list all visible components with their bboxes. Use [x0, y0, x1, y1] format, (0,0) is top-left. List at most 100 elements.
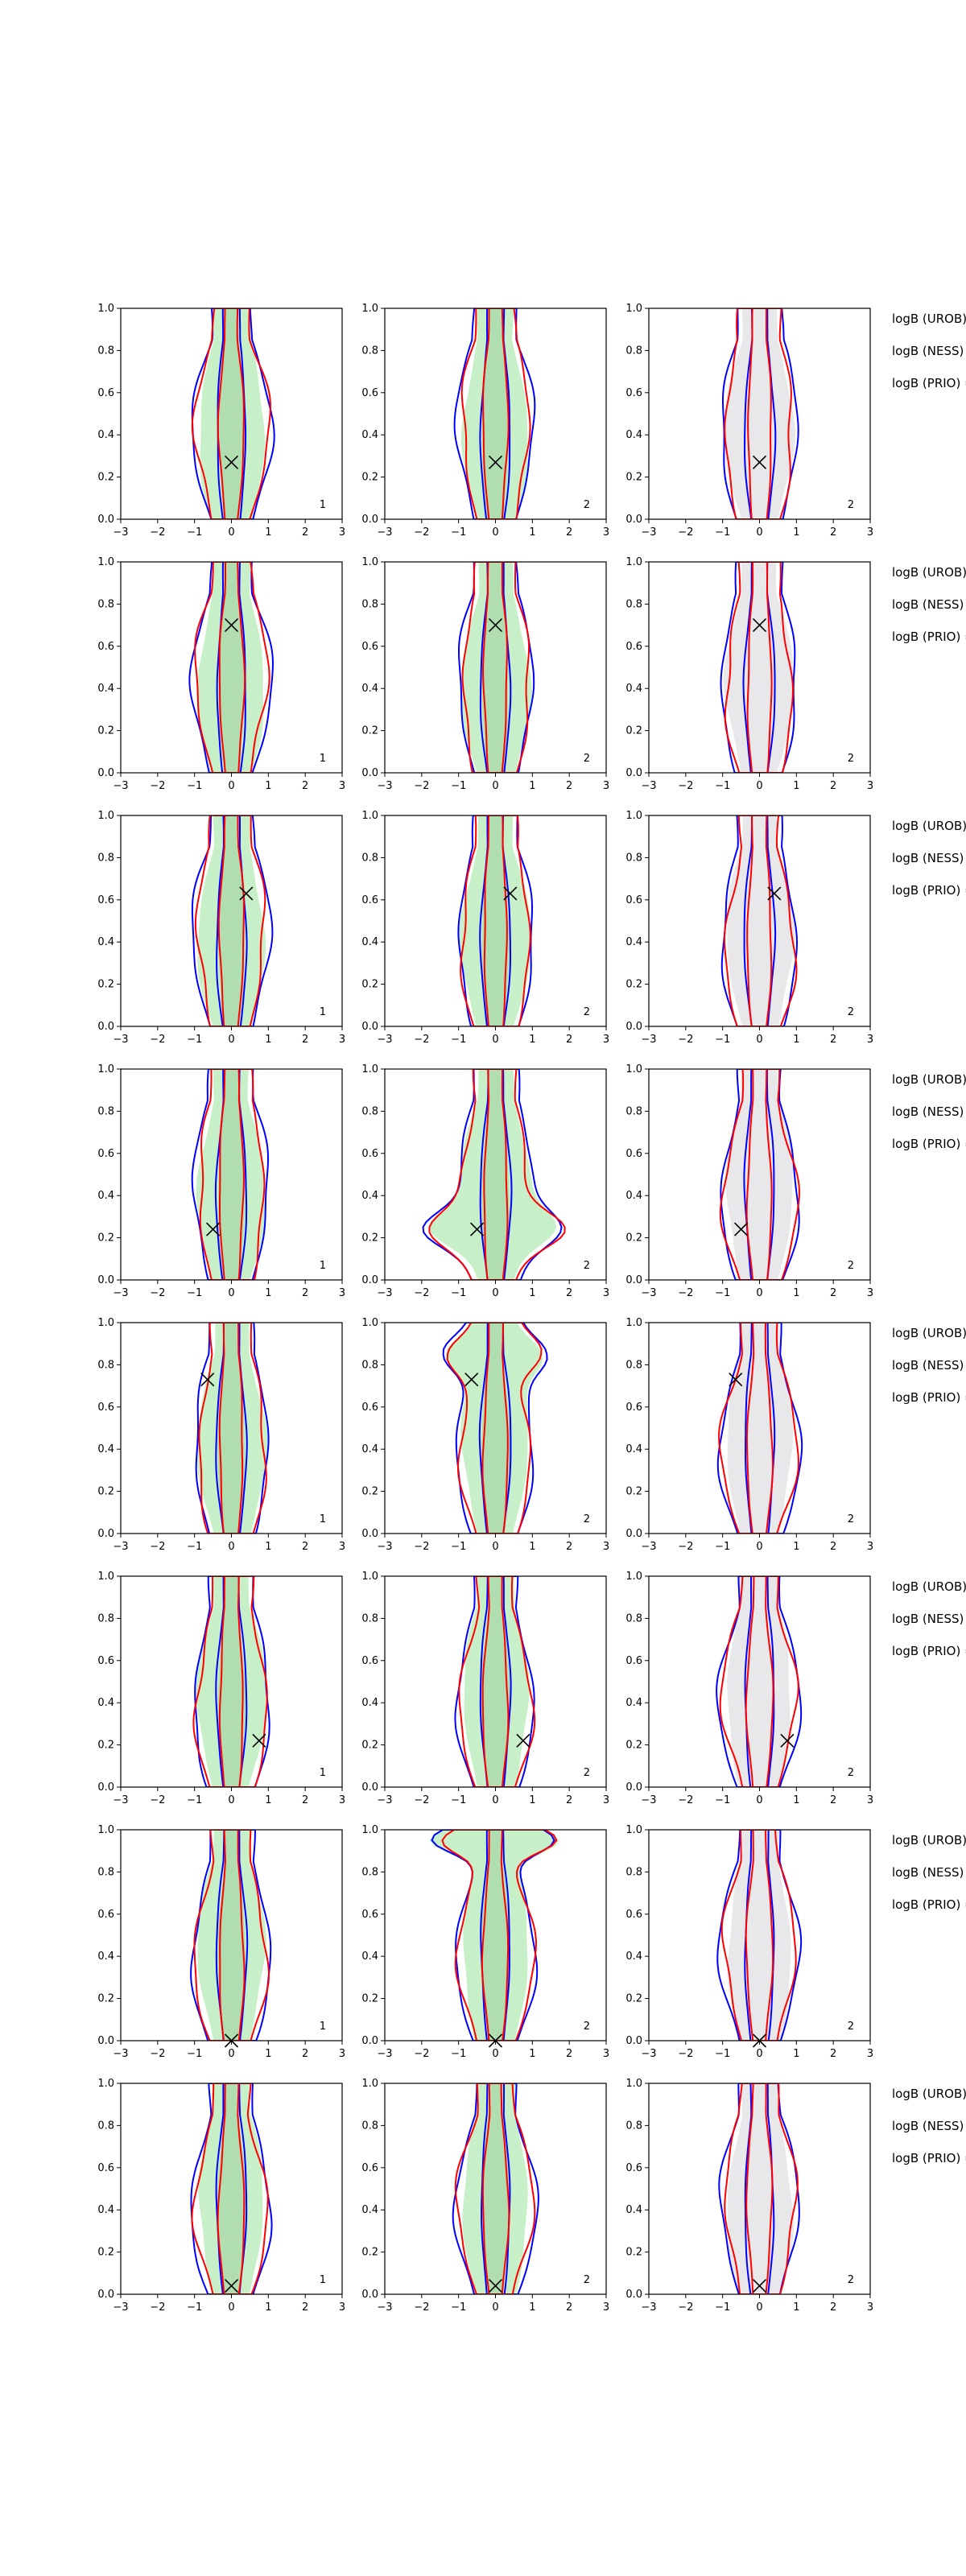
x-tick-label: 0 [756, 1541, 762, 1553]
panel-r1-c1: −3 −2 −1 0 1 2 3 0.0 0.2 0.4 0.6 0.8 1.0 1 [97, 303, 345, 539]
red-contour-outer [460, 308, 531, 519]
y-tick-label: 0.6 [625, 2162, 642, 2174]
red-contour-outer [454, 2083, 536, 2294]
y-tick-label: 1.0 [625, 556, 642, 568]
x-tick-label: 3 [603, 1034, 609, 1046]
x-tick-label: 3 [867, 1034, 873, 1046]
y-tick-label: 0.4 [625, 1951, 642, 1963]
panel-r1-c3: −3 −2 −1 0 1 2 3 0.0 0.2 0.4 0.6 0.8 1.0 2 [625, 303, 873, 539]
y-tick-label: 0.2 [361, 725, 378, 737]
y-tick-label: 0.2 [97, 1993, 114, 2005]
y-tick-label: 0.8 [97, 852, 114, 864]
x-tick-label: 2 [302, 1034, 308, 1046]
y-tick-label: 0.2 [625, 1232, 642, 1245]
truth-marker [752, 618, 767, 633]
y-tick-label: 0.0 [361, 1274, 378, 1286]
x-tick-label: −3 [641, 2301, 656, 2314]
y-tick-label: 0.0 [97, 767, 114, 779]
y-tick-label: 0.2 [361, 2247, 378, 2259]
y-tick-label: 0.4 [361, 1697, 378, 1709]
truth-marker [488, 455, 503, 469]
y-tick-label: 1.0 [97, 1571, 114, 1583]
truth-marker [206, 1222, 221, 1236]
contours [454, 1576, 536, 1787]
x-tick-label: −1 [187, 2048, 202, 2060]
x-tick-label: −3 [641, 1287, 656, 1299]
y-tick-label: 0.8 [97, 1105, 114, 1117]
panel-tag: 2 [848, 1767, 854, 1779]
contours [191, 1069, 270, 1280]
x-tick-label: 0 [756, 780, 762, 792]
panel-tag: 1 [320, 2274, 326, 2286]
x-tick-label: −2 [150, 2301, 165, 2314]
logB-label: logB (UROB) = [892, 2087, 966, 2101]
x-tick-label: 1 [529, 2048, 535, 2060]
y-tick-label: 0.2 [97, 1486, 114, 1498]
y-tick-label: 1.0 [625, 1571, 642, 1583]
x-tick-label: 3 [339, 2301, 345, 2314]
y-tick-label: 0.0 [97, 1781, 114, 1794]
red-contour-inner [482, 308, 510, 519]
y-tick-label: 0.4 [97, 1443, 114, 1455]
x-tick-label: −2 [678, 1287, 693, 1299]
x-tick-label: 1 [265, 526, 271, 539]
red-contour-outer [199, 1069, 266, 1280]
contours [716, 1323, 803, 1534]
blue-contour-outer [452, 2083, 539, 2294]
y-tick-label: 0.0 [361, 2035, 378, 2047]
panel-tag: 1 [320, 1767, 326, 1779]
logB-label: logB (PRIO) = [892, 1897, 966, 1912]
y-tick-label: 0.2 [625, 472, 642, 484]
y-tick-label: 0.8 [361, 2120, 378, 2132]
density-fill-inner [481, 1069, 510, 1280]
x-tick-label: −2 [678, 526, 693, 539]
panel-tag: 2 [584, 753, 590, 765]
blue-contour-outer [453, 308, 536, 519]
y-tick-label: 0.8 [361, 1866, 378, 1878]
x-tick-label: 1 [793, 1541, 799, 1553]
blue-contour-outer [454, 1576, 535, 1787]
x-tick-label: −3 [377, 2048, 392, 2060]
logB-label: logB (PRIO) = [892, 2151, 966, 2165]
x-tick-label: −2 [678, 1794, 693, 1806]
blue-contour-outer [190, 1830, 272, 2041]
density-fill-inner [217, 815, 245, 1026]
x-tick-label: 1 [265, 1541, 271, 1553]
logB-label: logB (NESS) = [892, 1612, 966, 1626]
y-tick-label: 0.4 [97, 1697, 114, 1709]
y-tick-label: 0.8 [625, 1866, 642, 1878]
x-tick-label: 1 [793, 2301, 799, 2314]
red-contour-inner [218, 1576, 244, 1787]
y-tick-label: 0.4 [97, 1190, 114, 1202]
contours [457, 815, 533, 1026]
panel-tag: 2 [584, 1767, 590, 1779]
density-fill-inner [217, 1069, 246, 1280]
panel-tag: 1 [320, 1006, 326, 1018]
x-tick-label: 2 [302, 1541, 308, 1553]
truth-marker [767, 886, 782, 901]
x-tick-label: −3 [641, 1541, 656, 1553]
panel-r2-c1: −3 −2 −1 0 1 2 3 0.0 0.2 0.4 0.6 0.8 1.0 1 [97, 556, 345, 792]
x-tick-label: −1 [451, 780, 466, 792]
x-tick-label: −1 [715, 1034, 730, 1046]
x-tick-label: 0 [492, 1287, 498, 1299]
logB-label: logB (NESS) = [892, 1104, 966, 1119]
truth-marker [503, 886, 518, 901]
x-tick-label: −3 [377, 1794, 392, 1806]
y-tick-label: 1.0 [97, 2078, 114, 2090]
x-tick-label: 0 [228, 1287, 234, 1299]
y-tick-label: 0.4 [625, 936, 642, 948]
y-tick-label: 0.2 [361, 1232, 378, 1245]
logB-label: logB (UROB) = [892, 565, 966, 580]
y-tick-label: 0.2 [361, 1993, 378, 2005]
y-tick-label: 0.8 [97, 598, 114, 610]
logB-label: logB (UROB) = [892, 1326, 966, 1340]
x-tick-label: −1 [187, 2301, 202, 2314]
red-contour-outer [192, 1576, 268, 1787]
x-tick-label: 1 [793, 780, 799, 792]
x-tick-label: −1 [715, 2301, 730, 2314]
panel-r3-c3: −3 −2 −1 0 1 2 3 0.0 0.2 0.4 0.6 0.8 1.0 2 [625, 810, 873, 1046]
y-tick-label: 1.0 [97, 810, 114, 822]
y-tick-label: 0.2 [97, 1232, 114, 1245]
y-tick-label: 0.0 [625, 2289, 642, 2301]
